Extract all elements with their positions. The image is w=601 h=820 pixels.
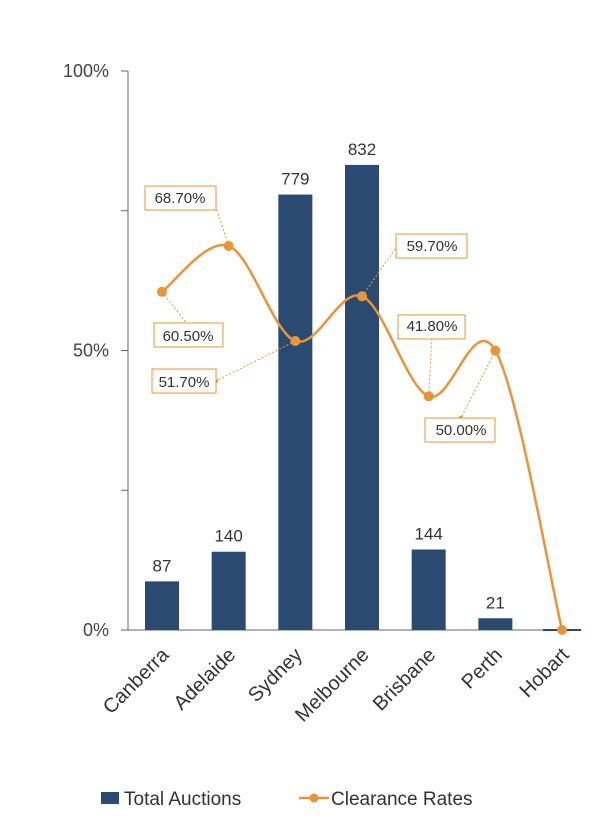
callout-box	[397, 314, 466, 340]
callout-box	[424, 417, 496, 443]
callout-box	[151, 368, 217, 394]
clearance-rate-point	[557, 625, 568, 635]
category-label: Brisbane	[369, 644, 440, 715]
legend: Total Auctions Clearance Rates	[101, 789, 473, 810]
y-tick-label: 100%	[63, 61, 109, 81]
auction-bar	[345, 164, 380, 631]
clearance-rate-label: 68.70%	[155, 190, 206, 207]
category-label: Adelaide	[170, 644, 241, 715]
clearance-rate-label: 59.70%	[407, 238, 458, 255]
category-label: Hobart	[516, 644, 574, 702]
callout-leader	[428, 336, 433, 397]
category-label: Sydney	[244, 644, 307, 707]
callout-leader	[215, 340, 296, 382]
bar-value-label: 21	[486, 593, 505, 612]
y-tick-label: 0%	[83, 620, 109, 640]
category-label: Perth	[458, 644, 507, 693]
auction-bar	[211, 551, 246, 630]
callout-box	[395, 233, 468, 259]
clearance-rate-line	[161, 243, 564, 631]
clearance-rate-label: 50.00%	[436, 422, 487, 439]
callout-leader	[460, 350, 496, 419]
auction-bar	[478, 618, 513, 630]
category-label: Canberra	[99, 643, 174, 718]
legend-line-marker	[309, 793, 319, 803]
callout-box	[144, 185, 217, 211]
bar-value-label: 832	[348, 140, 376, 159]
auction-bar	[145, 581, 179, 630]
callout-leader	[361, 244, 399, 297]
auction-bar	[278, 194, 313, 630]
auction-bar	[411, 549, 446, 630]
callout-leader	[161, 291, 189, 326]
clearance-rate-label: 51.70%	[159, 374, 210, 391]
legend-label-clearance-rates: Clearance Rates	[331, 789, 473, 810]
data-labels: 60.50% 68.70% 51.70% 59.70% 41.80% 50.00%	[144, 185, 496, 443]
axis: 0% 50% 100%	[63, 61, 580, 640]
clearance-rate-label: 41.80%	[407, 318, 458, 335]
callout-leader	[212, 197, 230, 247]
clearance-rate-label: 60.50%	[163, 328, 214, 345]
bar-value-label: 140	[214, 527, 242, 546]
legend-bar-swatch	[101, 792, 119, 804]
callout-box	[153, 322, 224, 348]
bar-value-label: 87	[153, 556, 172, 575]
bar-value-label: 144	[414, 525, 442, 544]
legend-label-total-auctions: Total Auctions	[124, 789, 241, 810]
bar-value-label: 779	[281, 170, 309, 189]
y-tick-label: 50%	[73, 341, 109, 361]
